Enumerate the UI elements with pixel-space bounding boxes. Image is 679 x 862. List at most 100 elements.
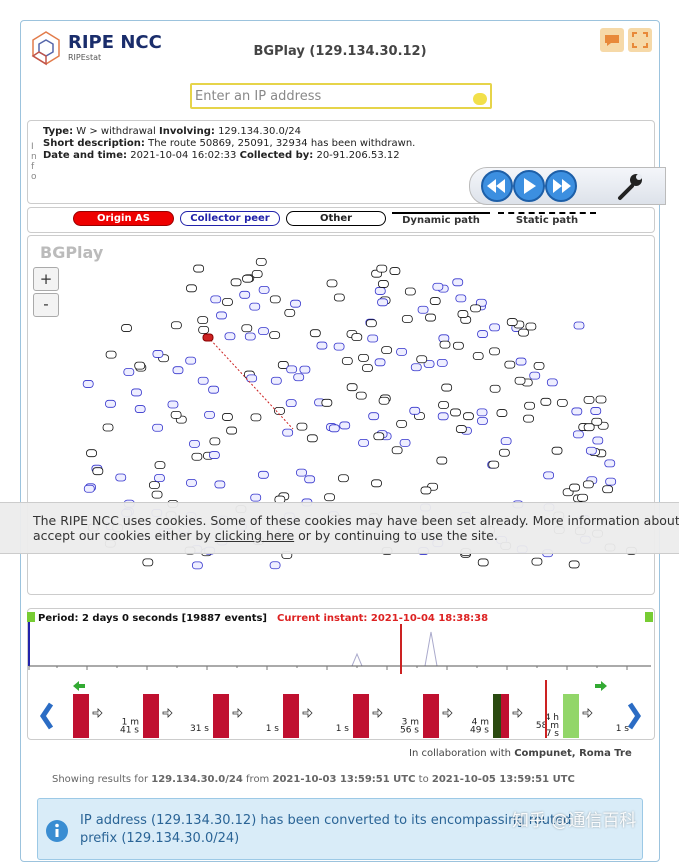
zoom-out-button[interactable]: - <box>33 293 59 317</box>
as-node <box>222 298 233 306</box>
as-node <box>591 417 603 426</box>
text: Showing results for <box>52 774 149 785</box>
fullscreen-button[interactable] <box>628 28 652 52</box>
as-node <box>282 428 294 437</box>
as-node <box>197 316 209 325</box>
scroll-right[interactable] <box>627 702 642 730</box>
as-node <box>515 357 527 366</box>
as-node <box>123 368 135 376</box>
as-node <box>432 282 444 291</box>
as-node <box>455 425 467 433</box>
as-node <box>463 412 474 421</box>
as-node <box>571 407 583 416</box>
info-side-label: Info <box>31 142 37 182</box>
as-node <box>518 328 529 337</box>
settings-wrench[interactable] <box>618 174 642 200</box>
cookie-link[interactable]: clicking here <box>214 528 295 543</box>
as-node <box>197 376 209 385</box>
next-event-arrow[interactable] <box>595 681 607 691</box>
path-line <box>207 336 294 430</box>
as-node <box>209 451 220 459</box>
as-node <box>416 355 428 364</box>
as-node <box>191 452 203 461</box>
event-interval: 58 m <box>536 721 559 731</box>
as-node <box>246 374 258 383</box>
time-ticks <box>28 666 628 670</box>
as-node <box>154 474 165 482</box>
range-handle-right[interactable] <box>645 612 653 622</box>
as-node <box>86 449 97 458</box>
as-node <box>476 408 488 417</box>
as-node <box>358 353 369 362</box>
zoom-in-button[interactable]: + <box>33 267 59 291</box>
as-node <box>472 352 484 360</box>
value: 20-91.206.53.12 <box>316 150 400 161</box>
label: Involving: <box>158 126 215 137</box>
event-arrow <box>582 708 593 718</box>
value: The route 50869, 25091, 32934 has been w… <box>148 138 416 149</box>
as-node <box>488 460 500 469</box>
event-arrow <box>372 708 383 718</box>
as-node <box>525 322 537 331</box>
as-node <box>391 446 403 455</box>
as-node <box>198 325 210 334</box>
as-node <box>377 280 389 288</box>
as-node <box>595 395 607 404</box>
cookie-text-part: accept our cookies either by <box>33 528 211 543</box>
range-handle-left[interactable] <box>27 612 35 622</box>
as-node <box>82 380 94 388</box>
results-range: Showing results for 129.134.30.0/24 from… <box>52 774 575 785</box>
as-node <box>489 347 500 356</box>
as-node <box>504 360 516 369</box>
as-node <box>373 432 385 441</box>
forward-button[interactable] <box>545 170 577 202</box>
cookie-text-part: or by continuing to use the site. <box>298 528 498 543</box>
event-block <box>283 694 299 738</box>
as-node <box>429 297 441 305</box>
as-node <box>208 385 220 394</box>
as-node <box>285 399 297 408</box>
prev-event-arrow[interactable] <box>73 681 85 691</box>
event-interval: 56 s <box>400 726 419 736</box>
search-input[interactable]: Enter an IP address <box>190 83 492 109</box>
origin-as-node <box>202 333 214 342</box>
search-icon <box>473 93 487 105</box>
as-node <box>489 323 501 332</box>
scroll-left[interactable] <box>39 702 54 730</box>
as-node <box>131 388 142 397</box>
event-block <box>563 694 579 738</box>
event-arrow <box>232 708 243 718</box>
as-node <box>452 278 464 287</box>
as-node <box>121 324 132 332</box>
event-interval: 41 s <box>120 726 139 736</box>
as-node <box>572 430 584 439</box>
event-arrow <box>162 708 173 718</box>
as-node <box>316 341 328 350</box>
as-node <box>204 410 215 419</box>
page-body: RIPE NCC RIPEstat BGPlay (129.134.30.12)… <box>0 20 679 862</box>
event-block <box>143 694 159 738</box>
logo-text: RIPE NCC <box>68 32 162 53</box>
playback-icons <box>481 170 642 202</box>
as-node <box>585 446 597 455</box>
play-button[interactable] <box>513 170 545 202</box>
as-node <box>241 324 253 333</box>
timeline-panel <box>27 608 655 740</box>
legend-dynamic-path: Dynamic path <box>392 212 490 226</box>
as-node <box>134 405 146 413</box>
as-node <box>583 423 595 432</box>
event-arrow <box>92 708 103 718</box>
as-node <box>244 332 256 341</box>
feedback-button[interactable] <box>600 28 624 52</box>
as-node <box>304 475 316 484</box>
as-node <box>170 321 182 330</box>
as-node <box>255 257 267 266</box>
as-node <box>573 321 585 330</box>
as-node <box>417 305 429 314</box>
rewind-button[interactable] <box>481 170 513 202</box>
cookie-banner: The RIPE NCC uses cookies. Some of these… <box>0 502 679 554</box>
as-node <box>496 409 508 417</box>
as-node <box>477 558 489 567</box>
as-node <box>514 376 526 385</box>
as-node <box>102 423 114 432</box>
